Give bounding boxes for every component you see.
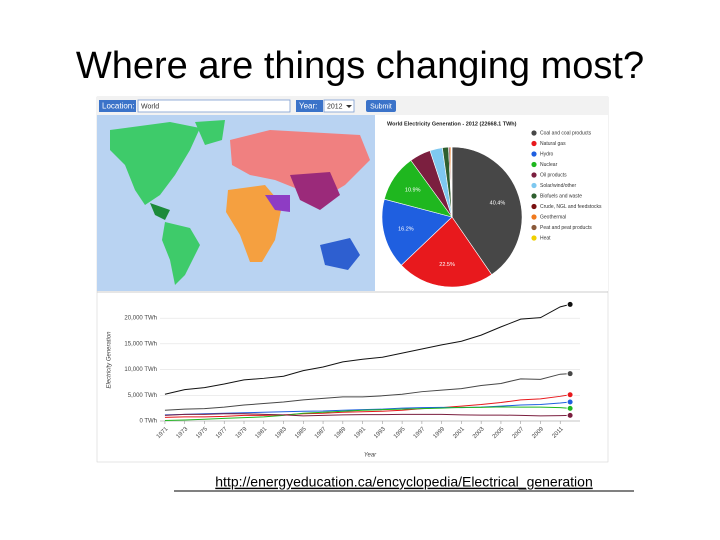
- pie-slice: [381, 198, 453, 266]
- legend-swatch: [531, 130, 537, 136]
- year-value[interactable]: 2012: [327, 103, 343, 110]
- pie-chart: World Electricity Generation - 2012 (226…: [381, 121, 602, 288]
- location-label: Location:: [102, 102, 134, 111]
- y-tick-label: 20,000 TWh: [124, 316, 157, 322]
- year-label-bg: [296, 100, 323, 112]
- legend-swatch: [531, 161, 537, 168]
- pie-slice: [400, 216, 493, 288]
- legend-label: Geothermal: [540, 214, 566, 220]
- legend-swatch: [531, 151, 537, 157]
- y-tick-label: 10,000 TWh: [124, 367, 157, 373]
- legend-swatch: [531, 214, 537, 220]
- source-link[interactable]: http://energyeducation.ca/encyclopedia/E…: [215, 474, 592, 490]
- legend-label: Peat and peat products: [540, 225, 592, 231]
- submit-label[interactable]: Submit: [370, 103, 392, 110]
- end-point: [566, 370, 574, 378]
- pie-value-label: 40.4%: [490, 200, 506, 206]
- legend-swatch: [531, 193, 537, 199]
- africa: [226, 185, 282, 262]
- legend-label: Oil products: [540, 172, 567, 178]
- legend-label: Natural gas: [540, 141, 566, 147]
- legend-label: Biofuels and waste: [540, 193, 582, 199]
- legend-label: Coal and coal products: [540, 130, 592, 136]
- legend-label: Heat: [540, 235, 551, 241]
- select-arrow: [346, 105, 352, 108]
- legend-label: Crude, NGL and feedstocks: [540, 204, 602, 210]
- australia: [320, 238, 360, 270]
- submit-button[interactable]: [366, 100, 396, 112]
- end-point: [566, 404, 574, 412]
- pie-value-label: 22.5%: [439, 262, 455, 268]
- pie-value-label: 10.9%: [405, 188, 421, 194]
- location-input[interactable]: [137, 99, 291, 113]
- x-axis-label: Year: [364, 453, 377, 459]
- y-tick-label: 15,000 TWh: [124, 341, 157, 347]
- series-line: [164, 406, 571, 421]
- end-point: [566, 398, 574, 406]
- legend-swatch: [531, 140, 537, 147]
- series-line: [164, 303, 571, 395]
- central-america: [150, 203, 170, 220]
- legend-swatch: [531, 203, 537, 210]
- legend-swatch: [531, 172, 537, 178]
- eurasia: [230, 130, 370, 200]
- middle-east: [265, 195, 290, 212]
- year-label: Year:: [299, 102, 317, 111]
- pie-slice: [451, 146, 523, 276]
- legend-swatch: [531, 182, 537, 189]
- legend-label: Solar/wind/other: [540, 183, 576, 189]
- slide-title: Where are things changing most?: [76, 45, 644, 87]
- south-asia: [290, 172, 340, 210]
- series-line: [164, 373, 571, 411]
- location-label-bg: [99, 100, 136, 112]
- series-line: [164, 413, 571, 417]
- north-america: [110, 122, 200, 205]
- end-point: [566, 391, 574, 399]
- legend-swatch: [531, 224, 537, 231]
- year-select[interactable]: [323, 99, 355, 113]
- y-axis-label: Electricity Generation: [107, 331, 113, 389]
- y-tick-label: 5,000 TWh: [128, 393, 157, 399]
- greenland: [195, 120, 225, 145]
- pie-value-label: 16.2%: [398, 226, 414, 232]
- series-line: [164, 401, 571, 416]
- y-tick-label: 0 TWh: [139, 419, 157, 425]
- south-america: [162, 222, 200, 285]
- legend-swatch: [531, 235, 537, 241]
- series-line: [164, 394, 571, 418]
- legend-label: Hydro: [540, 151, 554, 157]
- pie-title: World Electricity Generation - 2012 (226…: [387, 121, 517, 127]
- location-value[interactable]: World: [141, 103, 159, 110]
- end-point: [566, 300, 574, 308]
- legend-label: Nuclear: [540, 162, 558, 168]
- end-point: [566, 411, 574, 419]
